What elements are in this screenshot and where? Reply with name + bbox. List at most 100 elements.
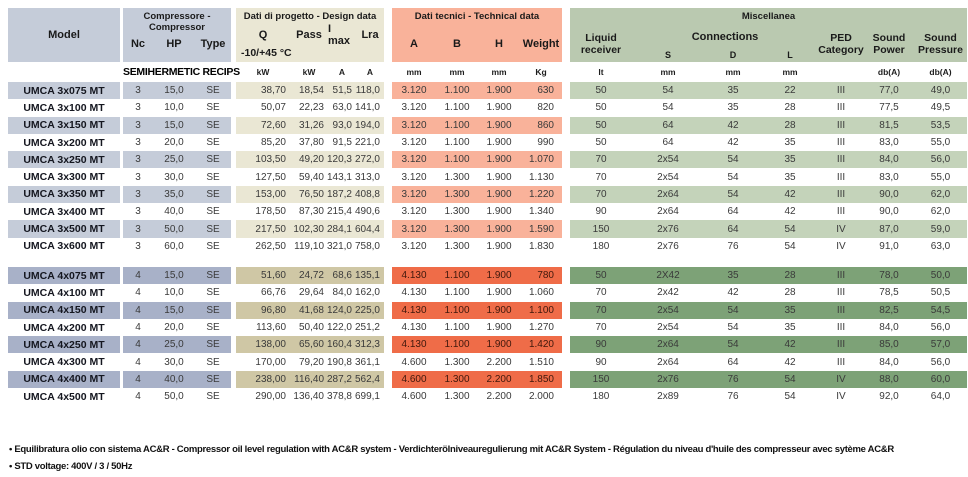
- cell-d: 76: [727, 373, 739, 385]
- row-segment-mc: 3 40,0 SE: [123, 203, 231, 220]
- cell-imax: 321,0: [326, 240, 352, 252]
- cell-pass: 65,60: [298, 339, 324, 351]
- cell-l: 28: [784, 119, 796, 131]
- row-segment-mc: UMCA 3x600 MT: [8, 238, 120, 255]
- row-segment-design: 51,60 24,72 68,6 135,1: [236, 266, 384, 285]
- cell-lra: 604,4: [354, 223, 380, 235]
- row-segment-misc: 90 2x64 64 42 III 90,0 62,0: [570, 203, 967, 220]
- cell-q: 238,00: [255, 373, 286, 385]
- cell-imax: 287,2: [326, 373, 352, 385]
- row-segment-tech: 4.600 1.300 2.200 1.850: [392, 370, 562, 389]
- table-row: UMCA 4x075 MT 4 15,0 SE 51,60 24,72 68,6 135,1 4…: [8, 266, 967, 285]
- cell-pass: 41,68: [298, 304, 324, 316]
- row-segment-mc: UMCA 4x250 MT: [8, 336, 120, 354]
- col-header-lra: Lra: [361, 29, 379, 41]
- cell-a: 3.120: [401, 154, 427, 166]
- cell-lra: 251,2: [354, 322, 380, 333]
- cell-imax: 378,8: [326, 391, 352, 403]
- cell-a: 4.600: [401, 391, 427, 403]
- cell-imax: 124,0: [326, 304, 352, 316]
- cell-d: 54: [727, 188, 739, 200]
- row-segment-design: 127,50 59,40 143,1 313,0: [236, 168, 384, 185]
- cell-model: UMCA 4x200 MT: [23, 321, 105, 334]
- unit-b: mm: [449, 67, 465, 77]
- cell-l: 42: [784, 356, 796, 368]
- col-header-sound-power: Sound Power: [872, 32, 906, 56]
- cell-d: 54: [727, 322, 739, 333]
- cell-ped: IV: [836, 240, 846, 252]
- unit-h: mm: [491, 67, 507, 77]
- cell-q: 51,60: [260, 270, 286, 282]
- cell-nc: 4: [135, 270, 141, 282]
- row-segment-mc: UMCA 3x200 MT: [8, 134, 120, 151]
- cell-q: 38,70: [260, 85, 286, 97]
- cell-pass: 18,54: [298, 85, 324, 97]
- cell-ped: III: [836, 206, 846, 218]
- cell-type: SE: [206, 171, 220, 183]
- cell-pr: 49,0: [930, 85, 951, 97]
- cell-nc: 4: [135, 304, 141, 316]
- cell-lra: 135,1: [354, 270, 380, 282]
- cell-b: 1.300: [444, 206, 470, 218]
- cell-pr: 50,5: [930, 287, 951, 299]
- row-segment-tech: 3.120 1.300 1.900 1.830: [392, 238, 562, 255]
- row-segment-misc: 180 2x76 76 54 IV 91,0 63,0: [570, 238, 967, 255]
- cell-l: 35: [784, 322, 796, 333]
- cell-a: 3.120: [401, 119, 427, 131]
- cell-b: 1.300: [444, 356, 470, 368]
- cell-a: 3.120: [401, 240, 427, 252]
- row-segment-misc: 70 2x42 42 28 III 78,5 50,5: [570, 284, 967, 301]
- table-row: UMCA 3x200 MT 3 20,0 SE 85,20 37,80 91,5 221,0 3…: [8, 134, 967, 151]
- cell-h: 1.900: [486, 223, 512, 235]
- cell-weight: 2.000: [528, 391, 554, 403]
- cell-type: SE: [206, 287, 220, 299]
- cell-d: 35: [727, 85, 739, 97]
- cell-l: 42: [784, 188, 796, 200]
- cell-d: 64: [727, 223, 739, 235]
- cell-pass: 31,26: [298, 119, 324, 131]
- row-segment-misc: 180 2x89 76 54 IV 92,0 64,0: [570, 388, 967, 405]
- cell-weight: 1.060: [528, 287, 554, 299]
- row-segment-tech: 4.600 1.300 2.200 2.000: [392, 388, 562, 405]
- cell-weight: 1.130: [528, 171, 554, 183]
- cell-type: SE: [206, 85, 220, 97]
- row-segment-tech: 4.130 1.100 1.900 1.060: [392, 284, 562, 301]
- cell-s: 2X42: [656, 270, 680, 282]
- cell-b: 1.300: [444, 223, 470, 235]
- cell-pw: 91,0: [879, 240, 899, 252]
- cell-ped: III: [836, 154, 846, 166]
- cell-nc: 3: [135, 119, 141, 131]
- cell-weight: 1.100: [528, 304, 554, 316]
- cell-d: 42: [727, 137, 739, 149]
- cell-imax: 122,0: [326, 322, 352, 333]
- cell-q: 217,50: [255, 223, 286, 235]
- row-segment-mc: UMCA 4x100 MT: [8, 284, 120, 301]
- cell-l: 42: [784, 206, 796, 218]
- table-row: UMCA 3x600 MT 3 60,0 SE 262,50 119,10 321,0 758…: [8, 238, 967, 255]
- cell-q: 138,00: [255, 339, 286, 351]
- cell-lra: 194,0: [354, 119, 380, 131]
- table-row: UMCA 3x400 MT 3 40,0 SE 178,50 87,30 215,4 490,…: [8, 203, 967, 220]
- cell-pr: 54,5: [930, 304, 951, 316]
- cell-l: 42: [784, 339, 796, 351]
- cell-q: 262,50: [255, 240, 286, 252]
- cell-pw: 81,5: [879, 119, 899, 131]
- cell-pass: 59,40: [298, 171, 324, 183]
- unit-pass: kW: [302, 67, 316, 77]
- cell-h: 1.900: [486, 154, 512, 166]
- col-header-d: D: [729, 49, 737, 60]
- cell-lt: 50: [595, 102, 607, 114]
- cell-ped: IV: [836, 373, 846, 385]
- row-segment-misc: 150 2x76 64 54 IV 87,0 59,0: [570, 220, 967, 238]
- cell-ped: IV: [836, 391, 846, 403]
- cell-lt: 50: [595, 137, 607, 149]
- row-segment-misc: 50 64 42 28 III 81,5 53,5: [570, 116, 967, 134]
- cell-imax: 91,5: [332, 137, 352, 149]
- cell-l: 28: [784, 270, 796, 282]
- cell-b: 1.300: [444, 391, 470, 403]
- col-header-weight: Weight: [522, 38, 560, 50]
- cell-a: 3.120: [401, 85, 427, 97]
- cell-b: 1.100: [444, 137, 470, 149]
- row-segment-tech: 4.130 1.100 1.900 1.420: [392, 336, 562, 354]
- unit-sound-pressure: db(A): [929, 67, 952, 77]
